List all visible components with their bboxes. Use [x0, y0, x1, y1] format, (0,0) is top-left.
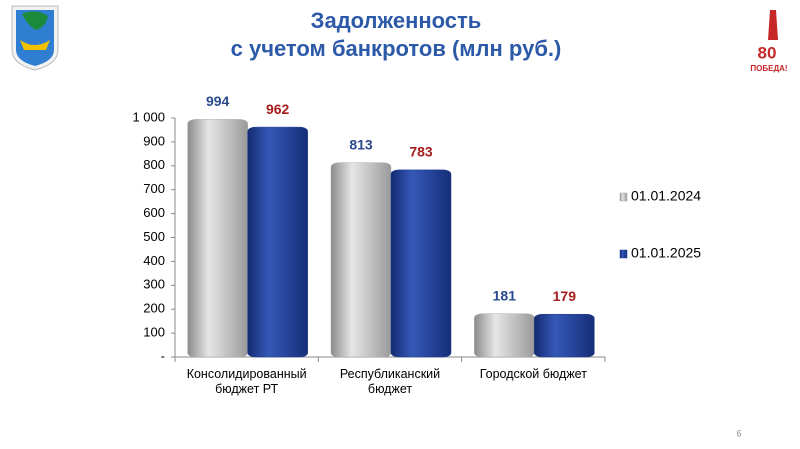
value-label: 179	[553, 288, 577, 304]
value-label: 813	[349, 136, 373, 152]
logo-number: 80	[758, 43, 777, 62]
value-label: 181	[493, 287, 517, 303]
legend-label: 01.01.2025	[631, 245, 701, 261]
victory-logo: 80 ПОБЕДА!	[750, 10, 788, 73]
value-label: 962	[266, 101, 290, 117]
x-tick-label: Консолидированный бюджет РТ	[186, 367, 307, 396]
y-tick-label: 600	[143, 205, 165, 220]
y-tick-label: 300	[143, 277, 165, 292]
emblem	[11, 5, 59, 71]
legend-marker	[619, 249, 628, 259]
page-number: 6	[736, 428, 741, 438]
value-label: 783	[409, 144, 433, 160]
title: Задолженность	[311, 8, 482, 33]
logo-text: ПОБЕДА!	[750, 64, 787, 73]
y-tick-label: 400	[143, 253, 165, 268]
bar	[247, 126, 308, 358]
y-tick-label: 200	[143, 301, 165, 316]
bar	[330, 162, 392, 358]
bar	[474, 313, 535, 358]
y-tick-label: 500	[143, 229, 165, 244]
y-tick-label: 700	[143, 181, 165, 196]
y-tick-label: 900	[143, 133, 165, 148]
value-label: 994	[206, 93, 230, 109]
y-tick-label: 1 000	[132, 109, 165, 124]
y-tick-label: 100	[143, 325, 165, 340]
subtitle: с учетом банкротов (млн руб.)	[231, 36, 562, 61]
y-tick-label: 800	[143, 157, 165, 172]
bar	[390, 169, 452, 358]
y-tick-label: -	[161, 348, 165, 363]
x-tick-label: Республиканский бюджет	[339, 367, 441, 396]
legend-label: 01.01.2024	[631, 188, 701, 204]
x-tick-label: Городской бюджет	[479, 367, 587, 381]
bar	[534, 313, 595, 358]
legend-marker	[619, 192, 628, 202]
bar	[187, 119, 248, 358]
